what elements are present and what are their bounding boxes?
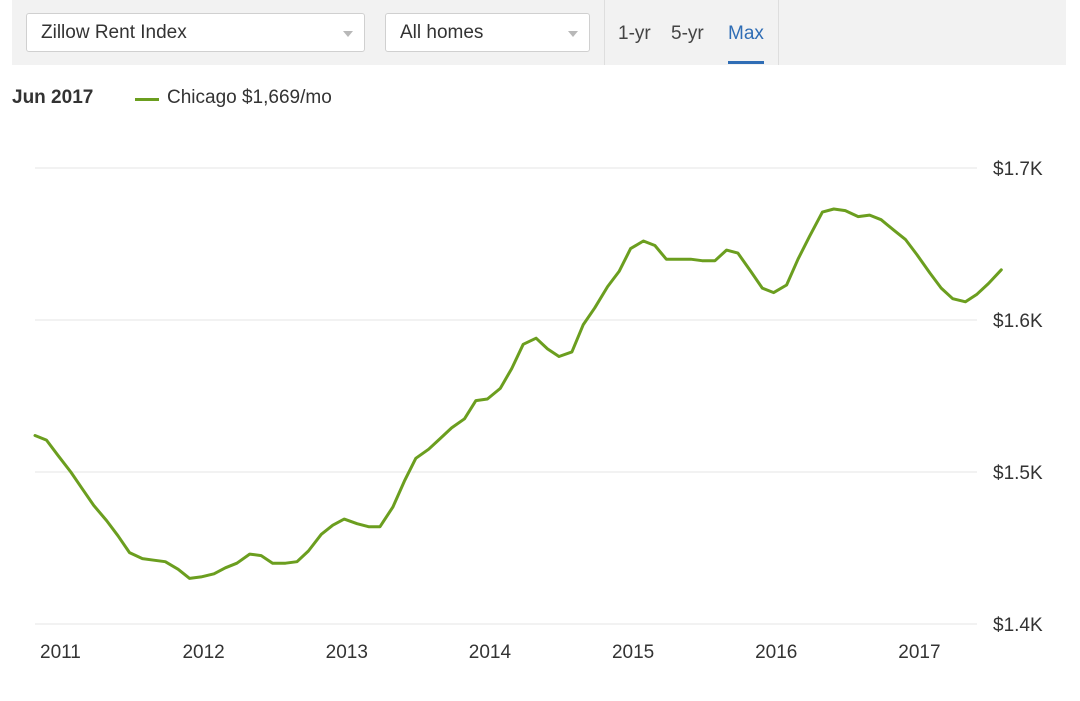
x-tick-label: 2012 <box>182 642 224 663</box>
active-tab-underline <box>728 61 764 64</box>
index-type-dropdown-value: Zillow Rent Index <box>41 22 187 43</box>
legend-date: Jun 2017 <box>12 87 94 108</box>
x-tick-label: 2011 <box>40 642 81 663</box>
y-tick-label: $1.5K <box>993 463 1043 484</box>
y-tick-label: $1.6K <box>993 311 1043 332</box>
tab-max[interactable]: Max <box>728 22 764 64</box>
x-tick-label: 2017 <box>898 642 940 663</box>
chevron-down-icon <box>343 31 353 37</box>
index-type-dropdown[interactable]: Zillow Rent Index <box>26 13 365 52</box>
series-line-chicago <box>33 207 1003 580</box>
legend-series-label: Chicago $1,669/mo <box>167 87 332 108</box>
x-tick-label: 2016 <box>755 642 797 663</box>
home-type-dropdown-value: All homes <box>400 22 484 43</box>
y-tick-label: $1.7K <box>993 159 1043 180</box>
chevron-down-icon <box>568 31 578 37</box>
tab-5-yr[interactable]: 5-yr <box>671 23 704 44</box>
x-tick-label: 2015 <box>612 642 654 663</box>
x-tick-label: 2014 <box>469 642 512 663</box>
x-tick-label: 2013 <box>326 642 368 663</box>
chart-toolbar: Zillow Rent Index All homes 1-yr 5-yr Ma… <box>12 0 1066 65</box>
time-range-tabs: 1-yr 5-yr Max <box>604 0 779 65</box>
tab-1-yr[interactable]: 1-yr <box>618 23 651 44</box>
home-type-dropdown[interactable]: All homes <box>385 13 590 52</box>
legend-series-swatch <box>135 98 159 101</box>
y-tick-label: $1.4K <box>993 615 1043 636</box>
tab-max-label: Max <box>728 23 764 44</box>
